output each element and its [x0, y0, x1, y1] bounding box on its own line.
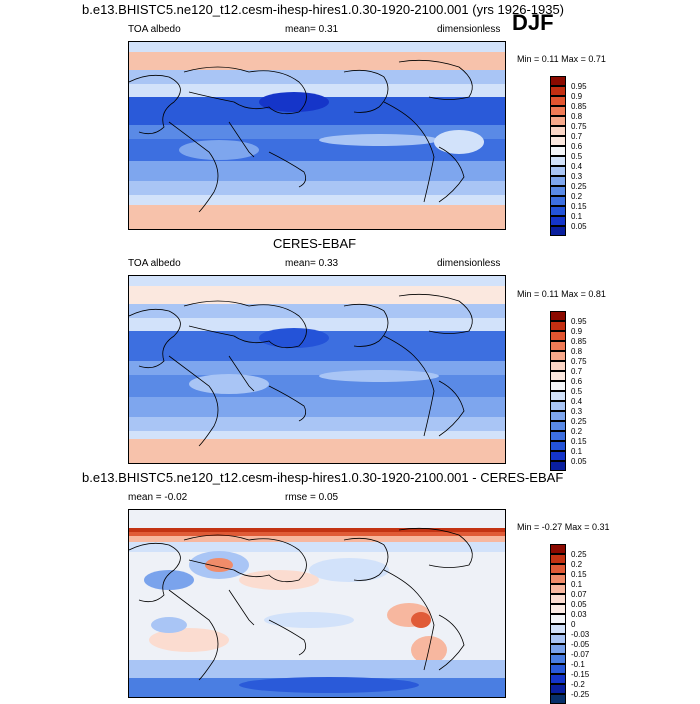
panel1-cbar-tick: 0.6	[571, 142, 583, 151]
panel3-cbar-tick: -0.07	[571, 650, 590, 659]
panel1-cbar-tick: 0.4	[571, 162, 583, 171]
panel3-map	[128, 509, 506, 698]
panel3-cbar-tick: 0.1	[571, 580, 583, 589]
panel2-cbar-tick: 0.8	[571, 347, 583, 356]
panel2-mean-label: mean= 0.33	[285, 258, 339, 269]
panel1-cbar-tick: 0.9	[571, 92, 583, 101]
panel3-cbar-tick: -0.1	[571, 660, 585, 669]
panel2-map	[128, 275, 506, 464]
panel3-cbar-tick: -0.25	[571, 690, 590, 699]
panel3-cbar-tick: 0.05	[571, 600, 587, 609]
panel3-cbar-tick: -0.05	[571, 640, 590, 649]
panel3-cbar-tick: 0.2	[571, 560, 583, 569]
panel3-cbar-tick: -0.15	[571, 670, 590, 679]
panel1-cbar-tick: 0.15	[571, 202, 587, 211]
panel3-difference-field	[129, 510, 505, 697]
panel1-mean-label: mean= 0.31	[285, 24, 339, 35]
panel2-cbar-tick: 0.2	[571, 427, 583, 436]
panel3-rmse-label: rmse = 0.05	[285, 492, 339, 503]
panel3-title: b.e13.BHISTC5.ne120_t12.cesm-ihesp-hires…	[82, 470, 564, 485]
panel1-variable-label: TOA albedo	[128, 24, 181, 35]
panel3-cbar-tick: 0.15	[571, 570, 587, 579]
panel1-cbar-tick: 0.7	[571, 132, 583, 141]
panel1-cbar-tick: 0.8	[571, 112, 583, 121]
panel3-mean-label: mean = -0.02	[128, 492, 188, 503]
panel1-cbar-tick: 0.05	[571, 222, 587, 231]
panel3-cbar-tick: 0.07	[571, 590, 587, 599]
panel1-minmax: Min = 0.11 Max = 0.71	[517, 54, 606, 64]
panel3-cbar-tick: 0	[571, 620, 576, 629]
panel2-cbar-tick: 0.05	[571, 457, 587, 466]
panel2-cbar-tick: 0.95	[571, 317, 587, 326]
panel1-cbar-tick: 0.85	[571, 102, 587, 111]
panel2-cbar-tick: 0.75	[571, 357, 587, 366]
panel2-variable-label: TOA albedo	[128, 258, 181, 269]
panel2-cbar-tick: 0.6	[571, 377, 583, 386]
panel2-cbar-tick: 0.7	[571, 367, 583, 376]
panel1-cbar-tick: 0.75	[571, 122, 587, 131]
panel2-albedo-field	[129, 276, 505, 463]
panel3-cbar-tick: -0.2	[571, 680, 585, 689]
panel2-units-label: dimensionless	[437, 258, 501, 269]
panel2-minmax: Min = 0.11 Max = 0.81	[517, 289, 606, 299]
panel1-cbar-tick: 0.95	[571, 82, 587, 91]
panel1-cbar-tick: 0.2	[571, 192, 583, 201]
panel2-cbar-tick: 0.4	[571, 397, 583, 406]
panel1-cbar-tick: 0.5	[571, 152, 583, 161]
panel2-cbar-tick: 0.15	[571, 437, 587, 446]
panel2-cbar-tick: 0.85	[571, 337, 587, 346]
panel1-cbar-tick: 0.3	[571, 172, 583, 181]
panel2-cbar-tick: 0.25	[571, 417, 587, 426]
panel2-cbar-tick: 0.3	[571, 407, 583, 416]
panel2-cbar-tick: 0.1	[571, 447, 583, 456]
panel1-title: b.e13.BHISTC5.ne120_t12.cesm-ihesp-hires…	[82, 2, 565, 17]
panel1-cbar-tick: 0.25	[571, 182, 587, 191]
panel1-cbar-tick: 0.1	[571, 212, 583, 221]
panel3-cbar-tick: 0.03	[571, 610, 587, 619]
panel2-cbar-tick: 0.5	[571, 387, 583, 396]
panel2-cbar-tick: 0.9	[571, 327, 583, 336]
panel3-cbar-tick: -0.03	[571, 630, 590, 639]
panel1-albedo-field	[129, 42, 505, 229]
panel2-title: CERES-EBAF	[273, 236, 357, 251]
season-label: DJF	[512, 10, 554, 35]
panel1-map	[128, 41, 506, 230]
panel1-units-label: dimensionless	[437, 24, 501, 35]
panel3-minmax: Min = -0.27 Max = 0.31	[517, 522, 610, 532]
panel3-cbar-tick: 0.25	[571, 550, 587, 559]
